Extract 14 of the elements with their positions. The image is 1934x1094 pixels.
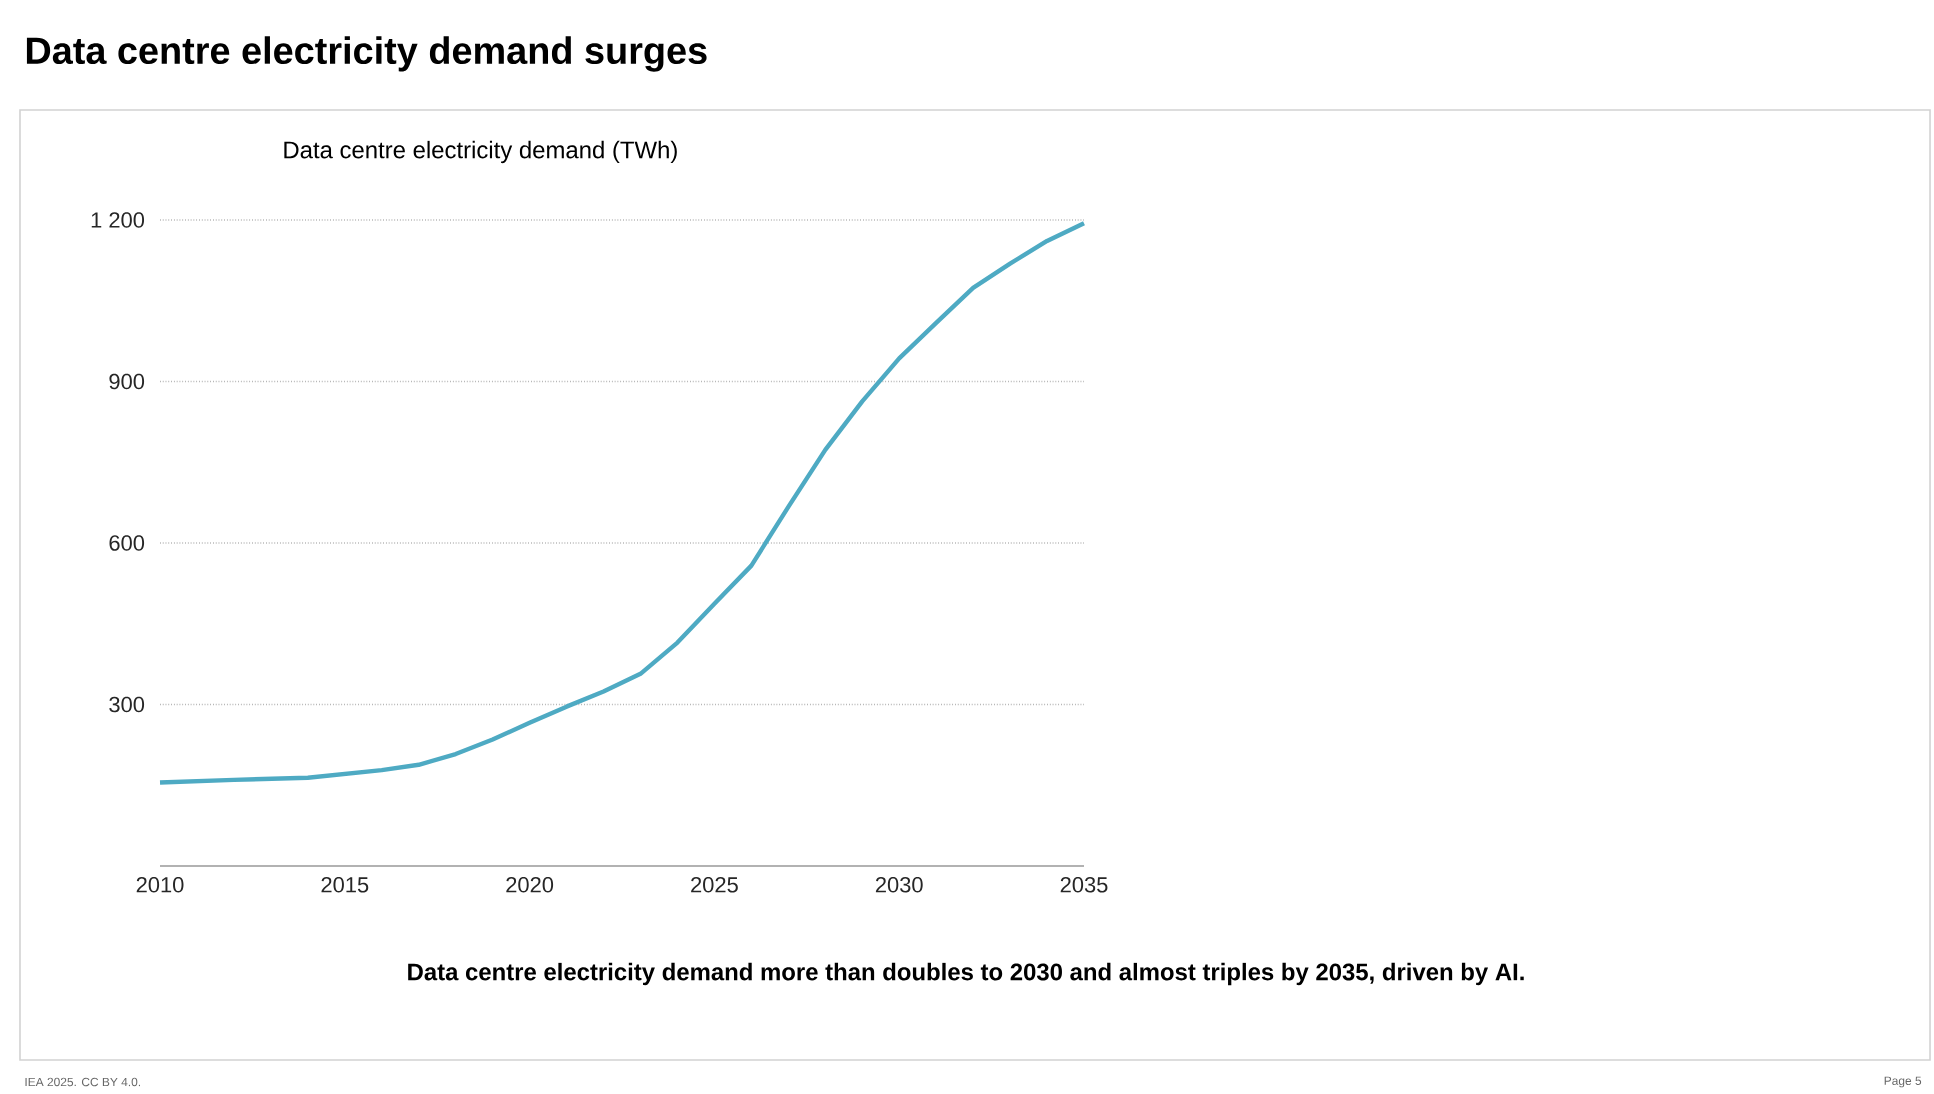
x-tick-label: 2015	[321, 877, 369, 893]
x-tick-label: 2025	[691, 877, 738, 893]
x-tick-label: 2030	[875, 877, 923, 893]
line-series	[157, 221, 1087, 785]
x-tick-label: 2010	[136, 877, 184, 893]
y-tick-label: 900	[109, 373, 145, 390]
x-tick-label: 2020	[506, 877, 554, 893]
chart-subtitle: Data centre electricity demand (TWh)	[284, 140, 677, 164]
y-tick-label: 300	[109, 696, 145, 713]
chart-title: Data centre electricity demand surges	[26, 36, 707, 72]
y-tick-label: 1 200	[91, 212, 145, 228]
x-tick-label: 2035	[1060, 877, 1108, 893]
text: Data centre electricity demand more than doubles to 2030 and almost triples by 2035, driven by AI.	[408, 962, 1524, 986]
y-tick-label: 600	[109, 535, 145, 551]
